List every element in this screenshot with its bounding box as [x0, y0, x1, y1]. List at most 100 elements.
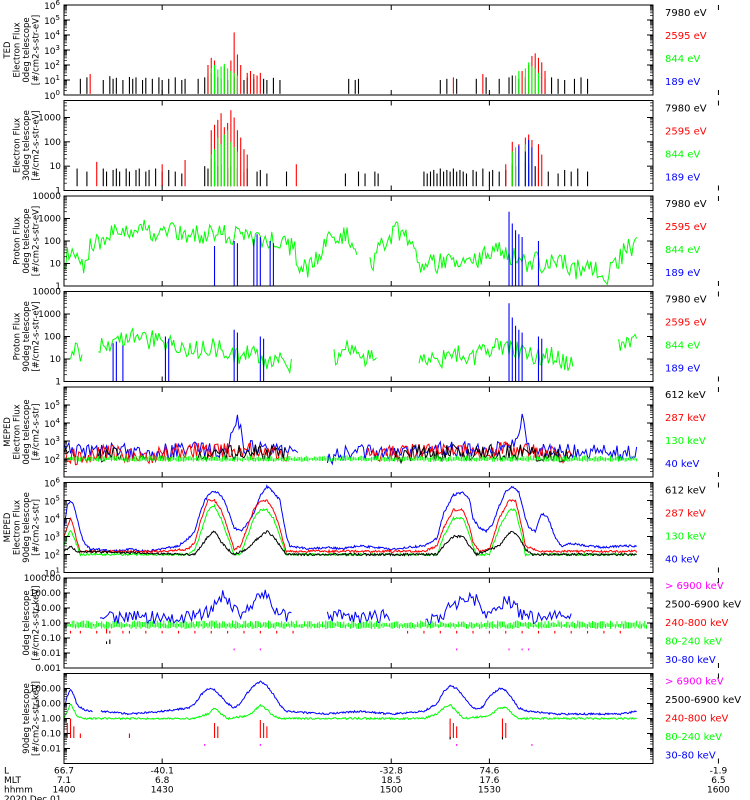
panel-8-series-1-segment-1	[64, 688, 93, 713]
panel-7-series-2	[64, 620, 647, 629]
panel-5-ylabel-line-1: MEPED	[3, 417, 13, 447]
panel-5-data	[64, 413, 638, 466]
panel-6-ytick-label-4: 104	[44, 513, 60, 526]
panel-4-ytick-label-1: 1	[55, 378, 61, 388]
panel-3-ytick-label-3: 100	[44, 237, 61, 247]
panel-6-ytick-label-6: 106	[44, 477, 60, 490]
panel-8-series-4	[449, 736, 504, 740]
panel-4-series-1-segment-3	[333, 340, 377, 368]
panel-7-series-1-segment-1	[99, 589, 292, 627]
panel-5-series-1-segment-1	[64, 414, 299, 462]
panel-5-series-4	[64, 455, 638, 462]
panel-7-legend-5: 30-80 keV	[665, 655, 716, 666]
x-tick-hhmm-4: 1530	[478, 786, 501, 796]
panel-8-ytick-label-3: 1.00	[41, 715, 61, 725]
panel-3-data	[64, 211, 638, 286]
panel-3-legend-1: 7980 eV	[665, 199, 707, 210]
panel-8-ytick-label-2: 0.10	[41, 730, 61, 740]
panel-1-legend-3: 844 eV	[665, 54, 700, 65]
panel-8-series-1-segment-2	[100, 680, 637, 716]
panel-6-series-4-segment-1	[64, 530, 637, 557]
panel-1-ylabel-line-3: 0deg telescope	[22, 17, 32, 82]
panel-5-ylabel: MEPED Electron Flux 0deg telescope [#/cm2-s…	[3, 399, 42, 464]
panel-1-ylabel-line-1: TED	[3, 41, 13, 60]
panel-1-series-3	[210, 62, 540, 94]
panel-3-series-1-segment-1	[64, 219, 358, 278]
x-tick-l-1: 66.7	[54, 767, 74, 777]
panel-8-series-5	[204, 743, 533, 746]
panel-4-ytick-label-2: 10	[50, 355, 62, 365]
panel-6-ytick-label-1: 101	[44, 567, 60, 580]
panel-5-series-3-segment-1	[64, 447, 70, 455]
panel-1-legend-2: 2595 eV	[665, 31, 707, 42]
x-tick-hhmm-1: 1400	[53, 786, 76, 796]
panel-2-data	[76, 110, 589, 187]
panel-3-ylabel-line-2: 0deg telescope	[22, 208, 32, 273]
panel-7-ytick-label-4: 1.00	[41, 619, 61, 629]
panel-7-ylabel-line-2: [#/cm2-s-str-keV]	[32, 586, 42, 661]
x-tick-mlt-3: 18.5	[381, 776, 401, 786]
x-tick-mlt-1: 7.1	[57, 776, 71, 786]
panel-1-legend-1: 7980 eV	[665, 8, 707, 19]
panel-3-ytick-label-2: 10	[50, 260, 62, 270]
panel-1-ylabel: TED Electron Flux 0deg telescope [#/cm2-s-s…	[3, 15, 42, 85]
panel-3-legend-2: 2595 eV	[665, 222, 707, 233]
panel-7-series-3	[69, 628, 621, 634]
panel-4: 1 10 100 1000 10000 Proton Flux 90deg telescop…	[13, 288, 719, 388]
panel-5-ytick-label-3: 104	[44, 417, 60, 430]
panel-8-legend-3: 240-800 keV	[665, 714, 729, 725]
panel-1-ylabel-line-2: Electron Flux	[13, 22, 23, 77]
panel-1-ytick-label-1: 100	[44, 89, 60, 102]
panel-3-legend-3: 844 eV	[665, 245, 700, 256]
panel-4-ytick-label-3: 100	[44, 333, 61, 343]
panel-4-legend-4: 189 eV	[665, 364, 700, 375]
panel-5-series-3-segment-2	[97, 447, 122, 463]
panel-8-ytick-label-5: 100.00	[30, 685, 62, 695]
panel-8-ylabel-line-2: [#/cm2-s-str-keV]	[32, 681, 42, 756]
panel-4-ytick-label-4: 1000	[38, 310, 61, 320]
panel-1-ylabel-line-4: [#/cm2-s-str-eV]	[32, 15, 42, 85]
x-tick-l-2: -40.1	[151, 767, 174, 777]
panel-7-ytick-label-5: 10.00	[35, 604, 61, 614]
panel-4-ylabel-line-2: 90deg telescope	[22, 301, 32, 372]
panel-6-legend-3: 130 keV	[665, 532, 706, 543]
panel-1-ytick-label-2: 101	[44, 74, 60, 87]
panel-6-ylabel-line-3: 90deg telescope	[22, 492, 32, 563]
panel-8-legend-2: 2500-6900 keV	[665, 695, 741, 706]
panel-3: 1 10 100 1000 10000 Proton Flux 0deg telescope…	[13, 192, 719, 292]
panel-8-legend-5: 30-80 keV	[665, 751, 716, 762]
panel-6-legend-2: 287 keV	[665, 509, 706, 520]
panel-3-ylabel: Proton Flux 0deg telescope [#/cm2-s-str-eV…	[13, 206, 42, 276]
x-tick-mlt-4: 17.6	[479, 776, 499, 786]
panel-2-ytick-label-4: 1000	[38, 114, 61, 124]
panel-6-ylabel: MEPED Electron Flux 90deg telescope [#/cm2-…	[3, 492, 42, 563]
panel-4-series-1-segment-4	[418, 337, 574, 371]
panel-7-data	[64, 589, 647, 651]
panel-1-ytick-label-3: 102	[44, 59, 60, 72]
panel-7-series-1-segment-2	[326, 608, 391, 625]
panel-5-ylabel-line-2: Electron Flux	[13, 404, 23, 459]
panel-2-series-1	[76, 158, 589, 187]
panel-2-ytick-label-1: 1	[55, 187, 61, 197]
panel-6-ylabel-line-2: Electron Flux	[13, 500, 23, 555]
x-row-label-mlt: MLT	[4, 776, 22, 786]
panel-3-ylabel-line-3: [#/cm2-s-str-eV]	[32, 206, 42, 276]
panel-7-legend-4: 80-240 keV	[665, 637, 722, 648]
panel-7-legend-3: 240-800 keV	[665, 618, 729, 629]
panel-2-ytick-label-3: 100	[44, 138, 61, 148]
panel-6-frame	[63, 482, 654, 573]
panel-7-series-5	[233, 648, 530, 651]
x-tick-hhmm-3: 1500	[380, 786, 403, 796]
panel-5-legend-3: 130 keV	[665, 436, 706, 447]
x-tick-hhmm-5: 1600	[707, 786, 730, 796]
x-tick-l-4: 74.6	[479, 767, 499, 777]
panel-7-ytick-label-2: 0.01	[41, 649, 61, 659]
panel-2-ylabel-line-1: Electron Flux	[13, 118, 23, 173]
panel-5-legend-2: 287 keV	[665, 413, 706, 424]
panel-4-legend-3: 844 eV	[665, 341, 700, 352]
panel-3-ytick-label-4: 1000	[38, 215, 61, 225]
